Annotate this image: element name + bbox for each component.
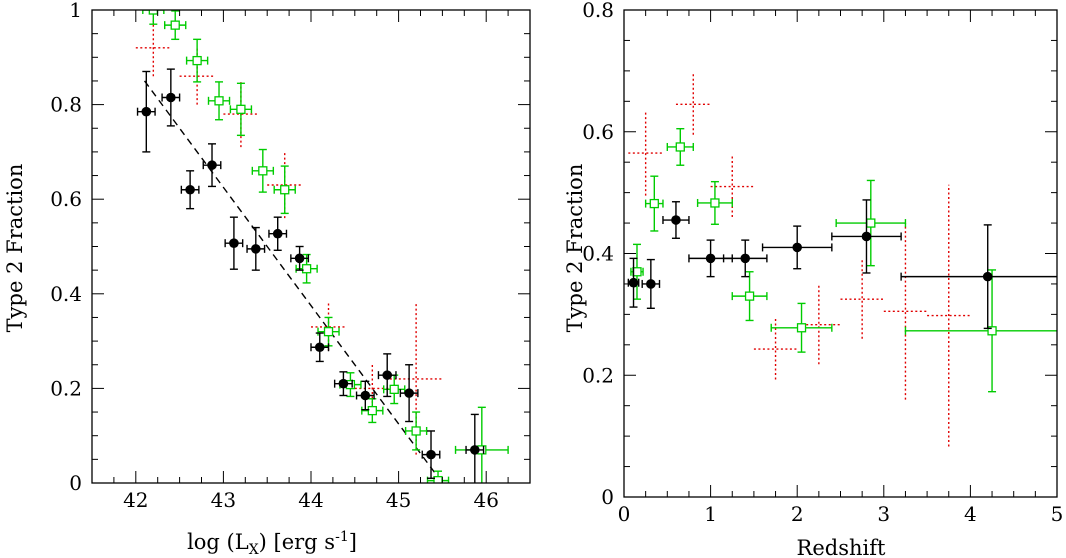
- left-y-axis-label: Type 2 Fraction: [3, 164, 27, 333]
- left-axis-ticks: 42 43 44 45 46 0 0.2 0.4 0.6 0.8 1: [50, 0, 531, 512]
- left-black-filled-circle-point: [355, 380, 375, 411]
- left-black-filled-circle-point: [333, 371, 353, 397]
- right-data-marks: [627, 73, 1057, 447]
- left-y-tick-label: 0.4: [50, 282, 82, 306]
- right-green-open-square-point: [696, 180, 733, 225]
- right-axis-ticks: 0 1 2 3 4 5 0 0.2 0.4 0.6 0.8: [582, 0, 1063, 526]
- right-green-open-square-point: [666, 128, 694, 166]
- left-y-tick-label: 0.6: [50, 187, 82, 211]
- right-y-tick-label: 0.6: [582, 120, 614, 144]
- left-panel-luminosity: 42 43 44 45 46 0 0.2 0.4 0.6 0.8 1 log (LX) [erg s…: [3, 0, 531, 558]
- right-x-tick-label: 0: [618, 502, 631, 526]
- right-black-filled-circle-point: [761, 225, 833, 270]
- right-black-filled-circle-point: [900, 224, 1057, 330]
- right-green-open-square-point: [731, 271, 768, 322]
- left-series-group: [135, 10, 509, 483]
- left-fit-line: [143, 80, 443, 483]
- right-x-axis-label: Redshift: [797, 536, 886, 558]
- right-red-dotted-cross-point: [883, 223, 928, 400]
- right-black-filled-circle-point: [641, 258, 661, 309]
- left-black-filled-circle-point: [246, 226, 266, 271]
- left-red-dotted-cross-point: [135, 19, 171, 77]
- left-green-open-square-point: [142, 10, 165, 25]
- right-green-open-square-point: [904, 269, 1057, 393]
- left-black-filled-circle-point: [136, 70, 156, 153]
- left-black-filled-circle-point: [202, 143, 222, 188]
- left-green-open-square-point: [185, 38, 209, 83]
- right-black-filled-circle-point: [722, 239, 768, 278]
- left-black-filled-circle-point: [310, 332, 330, 363]
- right-red-dotted-cross-point: [710, 156, 754, 217]
- left-black-filled-circle-point: [399, 364, 419, 423]
- right-red-dotted-cross-point: [675, 73, 711, 135]
- right-black-filled-circle-point: [831, 199, 902, 274]
- left-green-open-square-point: [361, 398, 384, 424]
- right-x-tick-label: 2: [791, 502, 804, 526]
- right-green-open-square-point: [644, 175, 664, 232]
- left-x-tick-label: 45: [386, 488, 411, 512]
- left-green-open-square-point: [317, 316, 340, 347]
- right-green-open-square-point: [770, 302, 833, 353]
- right-black-filled-circle-point: [627, 257, 640, 308]
- left-green-open-square-point: [164, 10, 187, 41]
- left-x-tick-label: 43: [211, 488, 236, 512]
- left-x-axis-label: log (LX) [erg s-1]: [187, 529, 357, 558]
- right-y-tick-label: 0.8: [582, 0, 614, 22]
- right-y-tick-label: 0.2: [582, 363, 614, 387]
- right-x-tick-label: 5: [1051, 502, 1064, 526]
- left-black-filled-circle-point: [465, 413, 485, 483]
- left-x-tick-label: 42: [123, 488, 148, 512]
- left-green-open-square-point: [404, 411, 428, 451]
- left-green-open-square-point: [251, 148, 275, 193]
- right-series-group: [627, 73, 1057, 447]
- left-green-open-square-point: [273, 165, 296, 215]
- left-black-filled-circle-point: [180, 170, 200, 210]
- left-y-tick-label: 1: [69, 0, 82, 22]
- left-green-open-square-point: [229, 82, 253, 137]
- left-black-filled-circle-point: [421, 430, 441, 479]
- right-red-dotted-cross-point: [840, 259, 884, 339]
- left-x-tick-label: 46: [473, 488, 498, 512]
- left-black-filled-circle-point: [161, 68, 181, 127]
- right-panel-redshift: 0 1 2 3 4 5 0 0.2 0.4 0.6 0.8 Redshift Type 2 Frac…: [563, 0, 1063, 558]
- left-y-tick-label: 0.8: [50, 93, 82, 117]
- right-red-dotted-cross-point: [628, 110, 663, 196]
- right-y-axis-label: Type 2 Fraction: [563, 164, 587, 333]
- right-black-filled-circle-point: [662, 201, 690, 239]
- left-y-tick-label: 0: [69, 471, 82, 495]
- left-black-filled-circle-point: [268, 216, 288, 251]
- left-x-tick-label: 44: [298, 488, 323, 512]
- left-black-filled-circle-point: [290, 245, 310, 271]
- left-black-filled-circle-point: [377, 353, 397, 398]
- right-green-open-square-point: [630, 243, 644, 300]
- right-x-tick-label: 4: [964, 502, 977, 526]
- right-red-dotted-cross-point: [753, 318, 798, 380]
- right-green-open-square-point: [835, 179, 907, 267]
- right-red-dotted-cross-point: [927, 184, 971, 447]
- left-black-filled-circle-point: [224, 216, 244, 270]
- right-x-tick-label: 1: [704, 502, 717, 526]
- right-x-tick-label: 3: [877, 502, 890, 526]
- right-y-tick-label: 0.4: [582, 242, 614, 266]
- left-red-dotted-cross-point: [389, 303, 443, 455]
- right-plot-frame: [623, 9, 1058, 498]
- left-green-open-square-point: [207, 81, 231, 121]
- right-red-dotted-cross-point: [797, 285, 841, 365]
- left-plot-frame: [91, 9, 531, 484]
- right-y-tick-label: 0: [601, 485, 614, 509]
- left-y-tick-label: 0.2: [50, 376, 82, 400]
- left-data-marks: [135, 10, 509, 483]
